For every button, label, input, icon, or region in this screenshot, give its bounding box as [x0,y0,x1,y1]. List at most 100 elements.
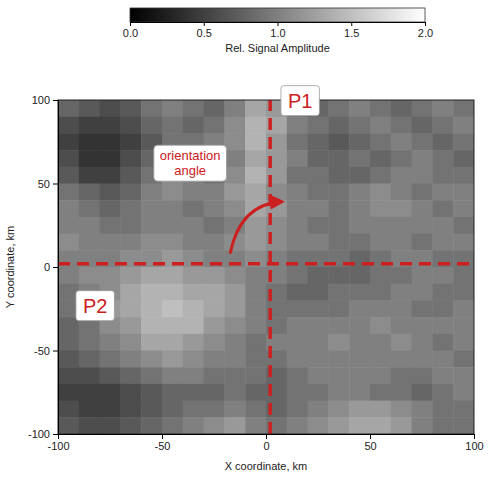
heatmap-cell [287,200,308,217]
heatmap-cell [100,184,121,201]
heatmap-cell [349,167,370,184]
heatmap-cell [141,217,162,234]
profile-line [268,100,272,434]
heatmap-cell [183,417,204,434]
heatmap-cell [349,300,370,317]
heatmap-cell [204,200,225,217]
heatmap-cell [79,100,100,117]
colorbar-tick: 0.5 [197,22,212,39]
colorbar-tick-mark [204,22,205,26]
heatmap-cell [328,117,349,134]
heatmap-cell [224,150,245,167]
heatmap-cell [224,300,245,317]
heatmap-cell [120,167,141,184]
heatmap-cell [349,401,370,418]
heatmap-cell [141,234,162,251]
heatmap-cell [79,150,100,167]
heatmap-cell [453,317,474,334]
heatmap-cell [432,417,453,434]
heatmap-cell [245,234,266,251]
heatmap-cell [287,384,308,401]
heatmap-cell [245,334,266,351]
heatmap-cell [308,217,329,234]
heatmap-cell [432,334,453,351]
heatmap-cell [308,184,329,201]
heatmap-cell [204,100,225,117]
y-tick-label: -100 [28,428,50,440]
heatmap-cell [453,284,474,301]
heatmap-cell [391,284,412,301]
heatmap-cell [453,167,474,184]
heatmap-cell [58,401,79,418]
heatmap-cell [245,351,266,368]
heatmap-cell [162,367,183,384]
heatmap-cell [328,184,349,201]
heatmap-cell [412,184,433,201]
heatmap-cell [349,351,370,368]
heatmap-cell [120,284,141,301]
heatmap-cell [453,150,474,167]
heatmap-cell [100,167,121,184]
heatmap-cell [287,234,308,251]
heatmap-cell [183,234,204,251]
heatmap-cell [349,117,370,134]
heatmap-cell [308,284,329,301]
heatmap-cell [79,267,100,284]
x-tick-mark [162,434,163,439]
heatmap-cell [224,417,245,434]
heatmap-cell [79,167,100,184]
heatmap-cell [412,334,433,351]
heatmap-cell [183,200,204,217]
colorbar-tick-mark [425,22,426,26]
heatmap-cell [391,150,412,167]
heatmap-cell [349,184,370,201]
heatmap-cell [162,117,183,134]
heatmap-cell [162,334,183,351]
heatmap-cell [224,317,245,334]
heatmap-cell [412,317,433,334]
heatmap-cell [391,133,412,150]
x-tick-label: 0 [263,440,269,452]
heatmap-cell [58,234,79,251]
heatmap-cell [100,367,121,384]
heatmap-cell [287,284,308,301]
heatmap-cell [370,184,391,201]
heatmap-cell [120,334,141,351]
heatmap-cell [308,384,329,401]
heatmap-cell [58,334,79,351]
heatmap-cell [120,234,141,251]
heatmap-cell [58,351,79,368]
x-tick: 0 [263,434,269,452]
colorbar [130,8,425,22]
heatmap-cell [453,367,474,384]
heatmap-cell [412,234,433,251]
heatmap-cell [453,384,474,401]
y-tick-mark [53,434,58,435]
heatmap-cell [120,401,141,418]
profile-label-box [281,86,319,116]
x-tick-label: 100 [465,440,483,452]
heatmap-cell [245,317,266,334]
colorbar-tick-label: 0.0 [123,27,138,39]
heatmap-cell [224,200,245,217]
heatmap-cell [100,334,121,351]
heatmap-cell [287,417,308,434]
heatmap-cell [224,267,245,284]
heatmap-cell [349,334,370,351]
heatmap-cell [432,267,453,284]
heatmap-cell [141,300,162,317]
heatmap-cell [391,334,412,351]
heatmap-cell [183,217,204,234]
heatmap-cell [245,267,266,284]
heatmap-cell [349,100,370,117]
heatmap-cell [141,334,162,351]
heatmap-cell [120,384,141,401]
x-tick-mark [474,434,475,439]
heatmap-cell [204,334,225,351]
heatmap-cell [287,184,308,201]
heatmap-cell [162,317,183,334]
heatmap-cell [412,200,433,217]
heatmap-cell [370,351,391,368]
heatmap-cell [224,100,245,117]
heatmap-cell [287,317,308,334]
